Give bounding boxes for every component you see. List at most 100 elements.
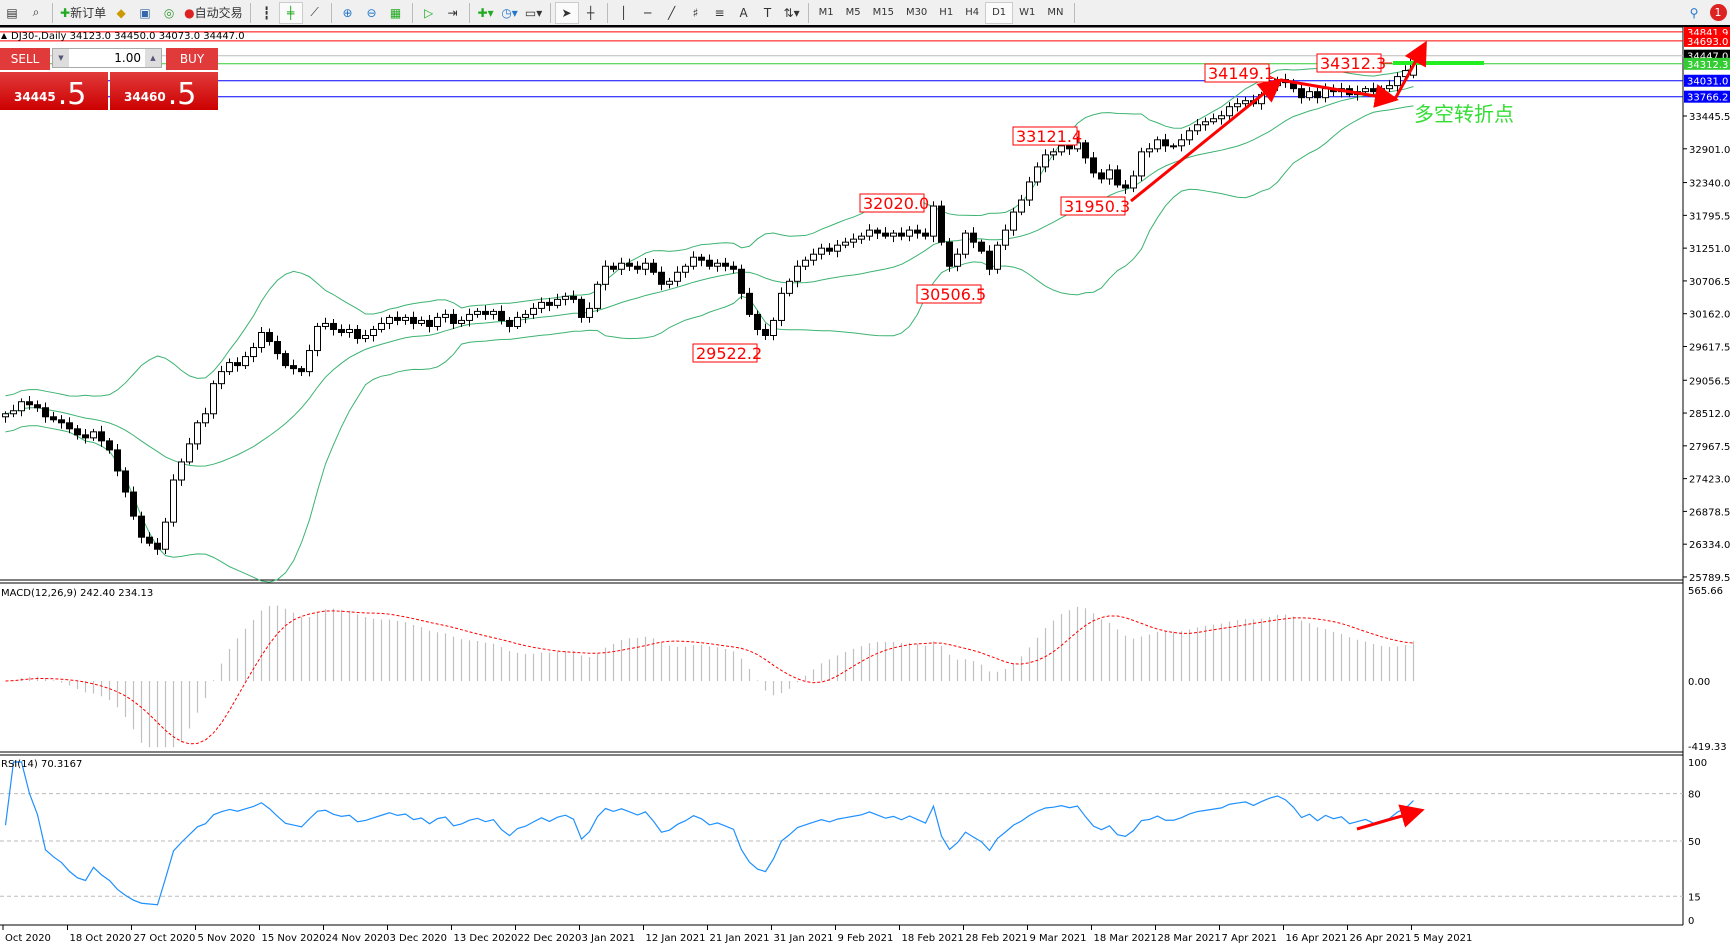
bull-candle [522, 313, 529, 318]
notifications-badge[interactable]: 1 [1706, 2, 1730, 24]
timeframe-m5[interactable]: M5 [845, 7, 861, 18]
timeframe-d1[interactable]: D1 [985, 1, 1014, 24]
separator [468, 2, 470, 23]
timeframe-w1[interactable]: W1 [1019, 7, 1036, 18]
bull-candle [1178, 139, 1185, 147]
trendline-icon[interactable]: ╱ [667, 5, 676, 20]
sell-price-button[interactable]: 34445.5 [0, 72, 108, 110]
one-click-trading-panel: SELL ▼ 1.00 ▲ BUY 34445.5 34460.5 [0, 48, 218, 110]
bull-candle [458, 319, 465, 324]
history-icon[interactable]: ◆ [116, 5, 126, 20]
bear-candle [290, 365, 297, 370]
bear-candle [578, 298, 585, 318]
bull-candle [586, 307, 593, 318]
bull-candle [538, 301, 545, 309]
arrows-icon[interactable]: ⇅▾ [783, 5, 800, 20]
bear-candle [978, 241, 985, 252]
periods-clock-icon[interactable]: ◷▾ [501, 5, 518, 20]
bull-candle [474, 310, 481, 315]
bear-candle [298, 368, 305, 373]
annotation-label: 31950.3 [1064, 197, 1130, 216]
bull-candle [218, 371, 225, 385]
bear-candle [1082, 142, 1089, 159]
rsi-tick-label: 50 [1688, 837, 1701, 848]
tile-windows-icon[interactable]: ▦ [389, 5, 402, 20]
text-label-icon[interactable]: T [763, 5, 772, 20]
annotation-34312[interactable]: 34312.3 [1316, 53, 1392, 73]
bollinger-lower [5, 105, 1414, 583]
timeframe-m30[interactable]: M30 [905, 7, 928, 18]
fibonacci-icon[interactable]: ≡ [714, 5, 725, 20]
line-chart-icon[interactable]: ⟋ [310, 5, 319, 19]
lot-size-input[interactable]: 1.00 [114, 51, 141, 65]
bear-candle [26, 401, 33, 406]
bollinger-upper [5, 66, 1414, 397]
bull-candle [618, 262, 625, 270]
increase-lot-icon[interactable]: ▲ [145, 49, 161, 67]
bear-candle [1298, 88, 1305, 99]
bear-candle [282, 353, 289, 367]
auto-trading-button[interactable]: ● 自动交易 [181, 2, 246, 24]
macd-signal-line [5, 610, 1414, 745]
candlestick-chart-icon[interactable]: ╪ [278, 1, 303, 24]
annotation-33121[interactable]: 33121.4 [1012, 126, 1082, 146]
search-icon[interactable]: ⚲ [1689, 5, 1699, 20]
timeframe-h4[interactable]: H4 [965, 7, 980, 18]
decrease-lot-icon[interactable]: ▼ [53, 49, 69, 67]
bull-candle [314, 325, 321, 352]
bear-candle [986, 250, 993, 270]
time-label: 21 Jan 2021 [710, 933, 770, 944]
macd-label: MACD(12,26,9) 242.40 234.13 [1, 588, 153, 599]
zoom-search-icon[interactable]: ⌕ [32, 5, 40, 19]
bear-candle [274, 341, 281, 355]
zoom-out-icon[interactable]: ⊖ [366, 5, 377, 20]
indicators-icon[interactable]: ✚▾ [477, 5, 494, 20]
bull-candle [1362, 88, 1369, 93]
bull-candle [714, 262, 721, 267]
price-tick-label: 31795.5 [1689, 211, 1730, 222]
annotation-label: 30506.5 [920, 285, 986, 304]
timeframe-h1[interactable]: H1 [939, 7, 954, 18]
equidistant-channel-icon[interactable]: ♯ [692, 5, 699, 20]
buy-button[interactable]: BUY [166, 48, 218, 70]
annotation-34149[interactable]: 34149.1 [1204, 63, 1279, 83]
sell-button[interactable]: SELL [0, 48, 50, 70]
bar-chart-icon[interactable]: ┇ [262, 5, 271, 20]
autoscroll-icon[interactable]: ▷ [423, 5, 434, 20]
timeframe-m15[interactable]: M15 [872, 7, 894, 18]
new-window-icon[interactable]: ▤ [6, 5, 18, 20]
templates-icon[interactable]: ▭▾ [524, 5, 543, 20]
vertical-line-icon[interactable]: │ [619, 5, 628, 20]
bull-candle [674, 271, 681, 282]
annotation-label: 29522.2 [696, 344, 762, 363]
buy-price-button[interactable]: 34460.5 [110, 72, 218, 110]
separator [411, 2, 413, 23]
crosshair-icon[interactable]: ┼ [586, 5, 595, 20]
horizontal-line-icon[interactable]: ─ [643, 5, 652, 20]
rsi-tick-label: 15 [1688, 892, 1701, 903]
lot-size-stepper[interactable]: ▼ 1.00 ▲ [52, 48, 162, 68]
time-label: 5 Nov 2020 [198, 933, 256, 944]
annotation-32020[interactable]: 32020.0 [859, 193, 929, 213]
annotation-31950[interactable]: 31950.3 [1060, 196, 1130, 216]
new-order-button[interactable]: ✚ 新订单 [57, 2, 109, 24]
chart-shift-icon[interactable]: ⇥ [447, 5, 458, 20]
cursor-icon[interactable]: ➤ [554, 1, 579, 24]
timeframe-m1[interactable]: M1 [818, 7, 834, 18]
price-tick-label: 26878.5 [1689, 507, 1730, 518]
macd-tick-label: 565.66 [1688, 586, 1723, 597]
time-label: 16 Apr 2021 [1286, 933, 1348, 944]
bear-candle [634, 265, 641, 270]
zoom-in-icon[interactable]: ⊕ [342, 5, 353, 20]
timeframe-mn[interactable]: MN [1047, 7, 1064, 18]
rsi-label: RSI(14) 70.3167 [1, 759, 82, 770]
text-icon[interactable]: A [739, 5, 748, 20]
bear-candle [114, 449, 121, 472]
collapse-triangle-icon[interactable] [1, 33, 7, 39]
signals-icon[interactable]: ◎ [163, 5, 175, 20]
annotation-29522[interactable]: 29522.2 [692, 343, 762, 363]
price-tag-bg [1684, 90, 1730, 103]
annotation-30506[interactable]: 30506.5 [916, 284, 986, 304]
terminal-icon[interactable]: ▣ [139, 5, 151, 20]
